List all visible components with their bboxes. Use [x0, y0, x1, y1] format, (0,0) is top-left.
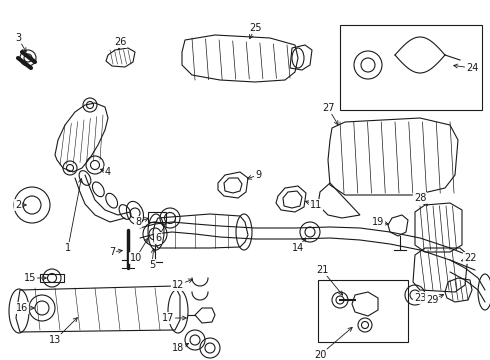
Text: 6: 6 [155, 233, 161, 243]
Text: 18: 18 [172, 343, 184, 353]
Bar [318, 280, 408, 342]
Text: 10: 10 [130, 253, 142, 263]
Text: 16: 16 [16, 303, 28, 313]
Text: 8: 8 [135, 217, 141, 227]
Text: 26: 26 [114, 37, 126, 47]
Text: 9: 9 [255, 170, 261, 180]
Text: 4: 4 [105, 167, 111, 177]
Text: 13: 13 [49, 335, 61, 345]
Text: 27: 27 [322, 103, 334, 113]
Text: 14: 14 [292, 243, 304, 253]
Text: 11: 11 [310, 200, 322, 210]
Text: 2: 2 [15, 200, 21, 210]
Text: 24: 24 [466, 63, 478, 73]
Text: 19: 19 [372, 217, 384, 227]
Text: 7: 7 [109, 247, 115, 257]
Text: 17: 17 [162, 313, 174, 323]
Text: 20: 20 [314, 350, 326, 360]
Text: 21: 21 [316, 265, 328, 275]
Text: 29: 29 [426, 295, 438, 305]
Text: 15: 15 [24, 273, 36, 283]
Text: 23: 23 [414, 293, 426, 303]
Text: 22: 22 [464, 253, 476, 263]
Text: 3: 3 [15, 33, 21, 43]
Bar [340, 25, 482, 110]
Text: 28: 28 [414, 193, 426, 203]
Text: 12: 12 [172, 280, 184, 290]
Text: 25: 25 [249, 23, 261, 33]
Text: 5: 5 [149, 260, 155, 270]
Bar [148, 212, 166, 222]
Text: 1: 1 [65, 243, 71, 253]
